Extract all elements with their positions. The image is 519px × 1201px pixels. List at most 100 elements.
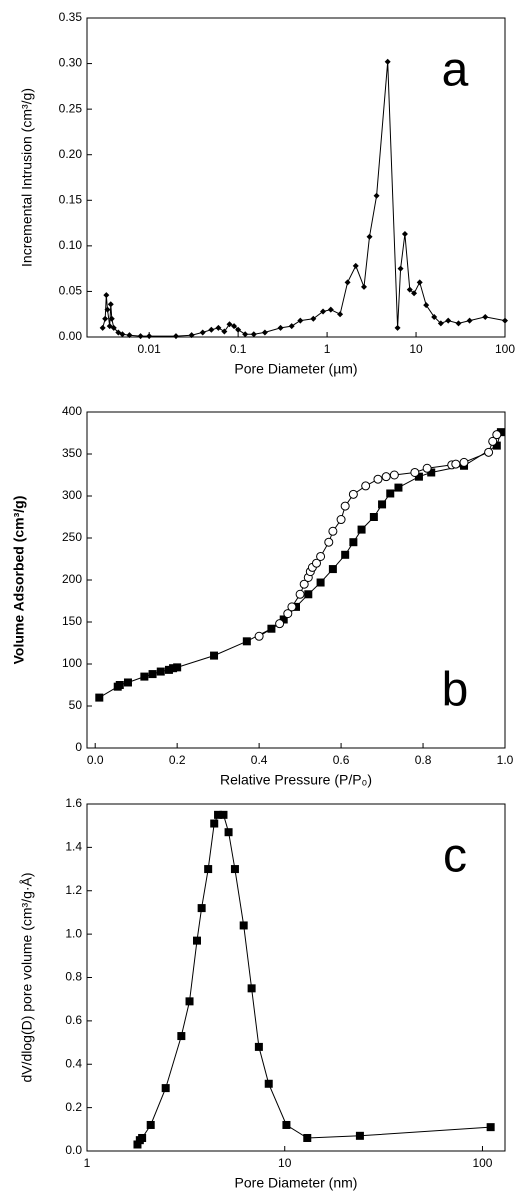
point <box>384 58 391 65</box>
point <box>123 678 132 687</box>
y-tick-label: 1.2 <box>65 883 82 897</box>
y-tick-label: 250 <box>62 530 82 544</box>
point <box>279 615 288 624</box>
y-tick-label: 350 <box>62 446 82 460</box>
point <box>177 1032 186 1041</box>
point <box>283 609 293 619</box>
y-axis-label: dV/dlog(D) pore volume (cm³/g·Å) <box>19 872 35 1082</box>
y-tick-label: 0.4 <box>65 1056 82 1070</box>
x-tick-label: 10 <box>409 342 423 356</box>
point <box>304 590 313 599</box>
point <box>299 579 309 589</box>
point <box>115 681 124 689</box>
y-tick-label: 1.0 <box>65 926 82 940</box>
point <box>414 472 423 481</box>
point <box>103 292 110 299</box>
y-tick-label: 0.2 <box>65 1100 82 1114</box>
point <box>410 467 420 477</box>
point <box>459 457 469 467</box>
point <box>208 326 215 333</box>
point <box>386 489 395 498</box>
point <box>161 1084 170 1093</box>
point <box>239 921 248 930</box>
point <box>169 664 178 673</box>
point <box>277 324 284 331</box>
y-tick-label: 0.8 <box>65 970 82 984</box>
point <box>341 550 350 559</box>
point <box>416 279 423 286</box>
y-tick-label: 0.20 <box>59 147 83 161</box>
point <box>254 631 264 641</box>
point <box>108 315 115 322</box>
point <box>138 1133 147 1142</box>
point <box>492 430 502 440</box>
point <box>311 558 321 568</box>
point <box>366 233 373 240</box>
y-tick-label: 0.0 <box>65 1143 82 1157</box>
point <box>327 306 334 313</box>
point <box>193 936 202 945</box>
point <box>197 904 206 913</box>
point <box>254 1042 263 1051</box>
point <box>401 231 408 238</box>
chart: 0.0 0.2 0.4 0.6 0.8 1.0 1.2 1.4 1.6 1 10 100 Pore Di… <box>19 796 506 1191</box>
y-tick-label: 100 <box>62 656 82 670</box>
point <box>148 670 157 679</box>
point <box>373 192 380 199</box>
x-tick-label: 1 <box>84 1156 91 1170</box>
point <box>324 537 334 547</box>
point <box>431 313 438 320</box>
point <box>275 619 285 629</box>
point <box>242 637 251 646</box>
point <box>221 328 228 335</box>
point <box>352 262 359 269</box>
x-tick-label: 0.8 <box>415 753 432 767</box>
point <box>484 447 494 457</box>
point <box>242 331 249 338</box>
point <box>423 302 430 309</box>
panel-label: c <box>443 830 467 883</box>
point <box>427 468 436 477</box>
point <box>219 810 228 819</box>
point <box>320 308 327 315</box>
point <box>482 313 489 320</box>
point <box>369 513 378 521</box>
y-tick-label: 50 <box>69 698 83 712</box>
point <box>295 589 305 599</box>
y-tick-label: 1.6 <box>65 796 82 810</box>
point <box>437 320 444 327</box>
point <box>264 1079 273 1088</box>
point <box>389 470 399 480</box>
x-axis-label: Relative Pressure (P/P₀) <box>220 772 372 788</box>
y-tick-label: 0.35 <box>59 10 83 24</box>
point <box>261 329 268 336</box>
x-tick-label: 0.6 <box>333 753 350 767</box>
point <box>361 481 371 491</box>
x-tick-label: 0.4 <box>251 753 268 767</box>
x-tick-label: 0.2 <box>169 753 186 767</box>
x-tick-label: 1.0 <box>497 753 514 767</box>
y-tick-label: 0.00 <box>59 329 83 343</box>
panel-label: a <box>442 44 469 97</box>
chart: 0.00 0.05 0.10 0.15 0.20 0.25 0.30 0.35 0.01 0.1 1… <box>19 10 516 377</box>
x-tick-label: 1 <box>324 342 331 356</box>
point <box>411 290 418 297</box>
point <box>188 332 195 339</box>
point <box>204 865 213 874</box>
point <box>173 663 182 672</box>
point <box>140 672 149 681</box>
point <box>226 321 233 328</box>
point <box>406 286 413 293</box>
point <box>107 301 114 308</box>
x-tick-label: 0.01 <box>137 342 161 356</box>
y-tick-label: 0.6 <box>65 1013 82 1027</box>
y-tick-label: 1.4 <box>65 840 82 854</box>
point <box>146 1120 155 1129</box>
plot-frame <box>86 17 506 338</box>
point <box>126 332 133 339</box>
x-tick-label: 10 <box>278 1156 292 1170</box>
y-tick-label: 0.05 <box>59 284 83 298</box>
y-tick-label: 150 <box>62 614 82 628</box>
series-line <box>137 814 491 1145</box>
